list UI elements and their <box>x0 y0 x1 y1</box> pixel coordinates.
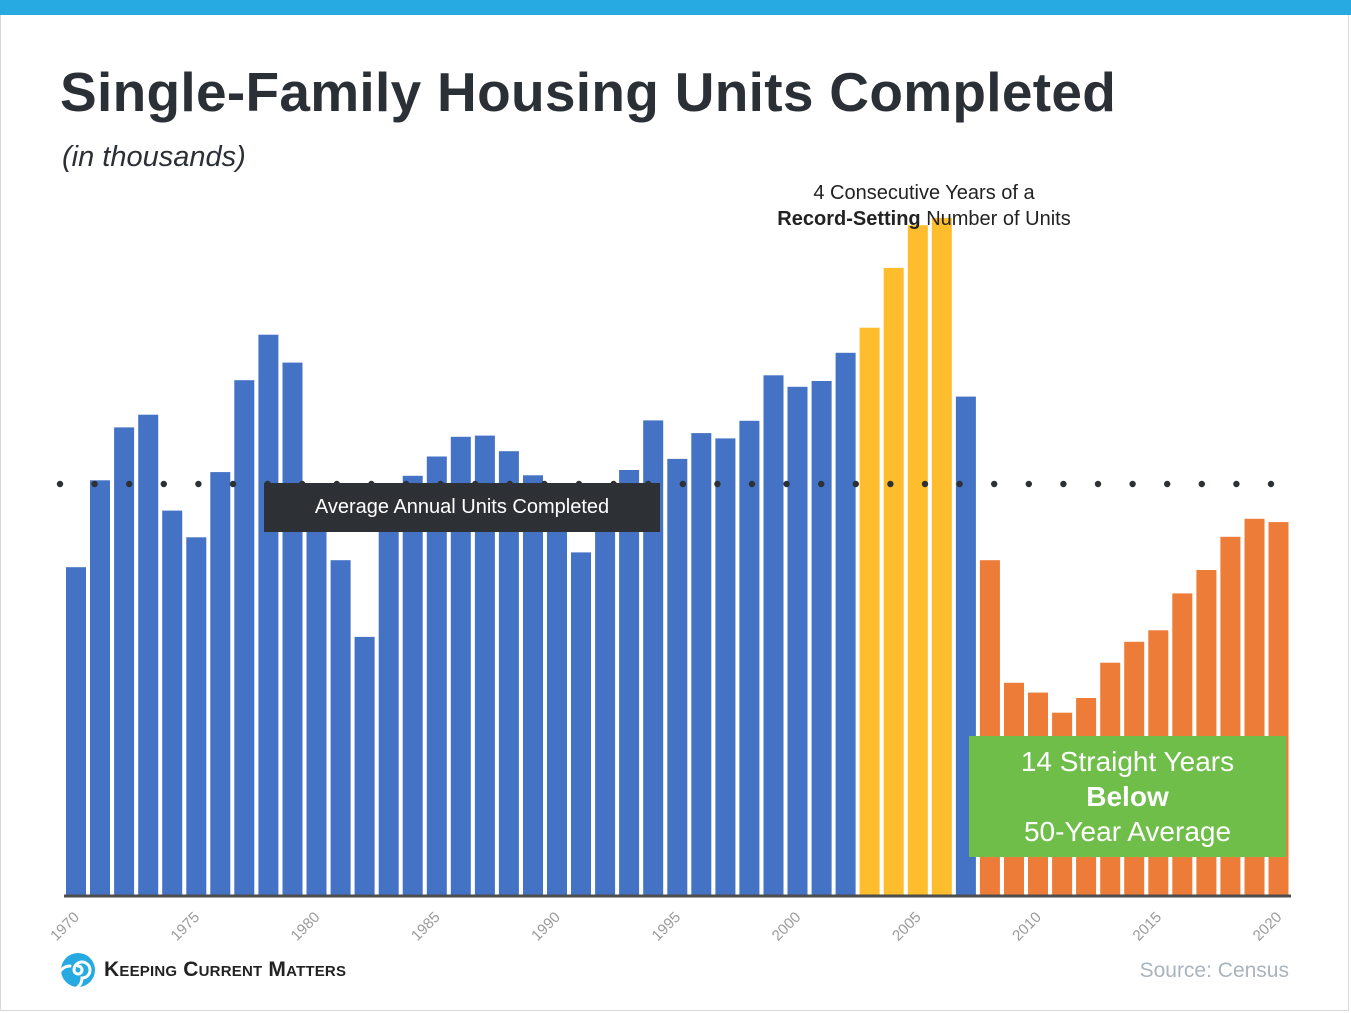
bar-1971 <box>90 480 110 896</box>
bar-2003 <box>859 327 880 896</box>
x-tick-label: 2020 <box>1250 909 1286 945</box>
x-tick-label: 1995 <box>649 909 685 945</box>
x-tick-label: 1985 <box>408 909 444 945</box>
bar-1998 <box>739 420 760 896</box>
average-line-dot <box>783 480 790 488</box>
bar-1992 <box>595 500 616 896</box>
average-line-dot <box>1129 480 1136 488</box>
bar-1985 <box>426 456 447 896</box>
average-line-dot <box>887 480 894 488</box>
x-tick-label: 2010 <box>1009 909 1045 945</box>
x-tick-label: 1980 <box>288 909 324 945</box>
chart-title: Single-Family Housing Units Completed <box>60 61 1117 123</box>
average-line-dot <box>126 480 133 488</box>
bar-2005 <box>907 225 928 896</box>
average-line-dot <box>160 480 167 488</box>
bar-1983 <box>378 517 399 896</box>
brand-name: Keeping Current Matters <box>104 958 347 981</box>
average-line-dot <box>1025 480 1033 488</box>
bar-1989 <box>523 475 543 896</box>
below-callout-line3: 50-Year Average <box>1023 816 1232 847</box>
bar-1986 <box>450 436 471 896</box>
bar-2006 <box>931 217 952 896</box>
average-line-dot <box>56 480 64 488</box>
brand-logo: Keeping Current Matters <box>60 952 346 988</box>
x-tick-label: 2000 <box>769 909 805 945</box>
average-line-dot <box>1164 480 1171 488</box>
spiral-icon <box>60 953 95 988</box>
bar-1982 <box>354 636 375 896</box>
bar-1993 <box>619 470 640 896</box>
top-accent-bar <box>0 0 1351 15</box>
bar-2002 <box>835 352 856 897</box>
bar-2000 <box>787 386 808 896</box>
average-line-dot <box>1198 480 1206 488</box>
bar-1980 <box>306 503 327 896</box>
x-tick-label: 1990 <box>528 909 564 945</box>
x-tick-label: 2015 <box>1130 909 1166 945</box>
bar-1972 <box>114 427 135 896</box>
average-line-dot <box>195 480 202 488</box>
average-line-dot <box>229 480 237 488</box>
bar-1977 <box>234 380 255 896</box>
bar-2001 <box>811 381 832 896</box>
average-line-dot <box>991 480 998 488</box>
average-line-dot <box>956 480 963 488</box>
bar-1997 <box>715 438 736 896</box>
record-setting-annotation: 4 Consecutive Years of a Record-Setting … <box>700 180 1148 232</box>
average-line-dot <box>714 480 721 488</box>
bar-1988 <box>498 451 519 896</box>
record-annotation-bold: Record-Setting <box>777 208 921 230</box>
bar-1974 <box>162 510 183 896</box>
bar-1999 <box>763 375 784 896</box>
bar-1979 <box>282 362 303 897</box>
bar-1990 <box>547 499 567 896</box>
average-line-dot <box>852 480 859 488</box>
x-tick-label: 2005 <box>889 909 925 945</box>
below-callout-line1: 14 Straight Years <box>1020 746 1235 777</box>
x-tick-label: 1975 <box>168 909 204 945</box>
source-note: Source: Census <box>1139 959 1289 982</box>
chart-subtitle: (in thousands) <box>62 141 246 173</box>
bar-1978 <box>258 334 279 896</box>
bar-2004 <box>883 267 904 896</box>
average-line-dot <box>679 480 686 488</box>
average-line-label: Average Annual Units Completed <box>264 483 660 532</box>
record-annotation-line2: Record-Setting Number of Units <box>700 206 1148 232</box>
bar-1984 <box>402 475 423 897</box>
record-annotation-rest: Number of Units <box>920 208 1071 230</box>
below-average-callout: 14 Straight Years Below 50-Year Average <box>969 736 1286 857</box>
average-line-dot <box>1060 480 1067 488</box>
average-line-dot <box>748 480 756 488</box>
below-callout-bold: Below <box>1086 781 1169 812</box>
bar-1994 <box>643 420 664 896</box>
average-line-dot <box>91 480 98 488</box>
bar-1973 <box>138 414 159 896</box>
bar-1975 <box>186 537 207 897</box>
bar-1996 <box>691 433 712 896</box>
average-line-dot <box>1233 480 1240 488</box>
bar-1991 <box>571 552 591 896</box>
average-line-dot <box>818 480 825 488</box>
bar-1995 <box>667 458 688 896</box>
average-line-dot <box>921 480 929 488</box>
bar-1976 <box>210 472 231 896</box>
bar-1981 <box>330 560 351 896</box>
bar-1987 <box>474 435 495 896</box>
record-annotation-line1: 4 Consecutive Years of a <box>813 182 1035 204</box>
x-tick-label: 1970 <box>47 909 83 945</box>
bar-1970 <box>66 567 86 896</box>
average-line-dot <box>1094 480 1102 488</box>
average-line-dot <box>1267 480 1275 488</box>
